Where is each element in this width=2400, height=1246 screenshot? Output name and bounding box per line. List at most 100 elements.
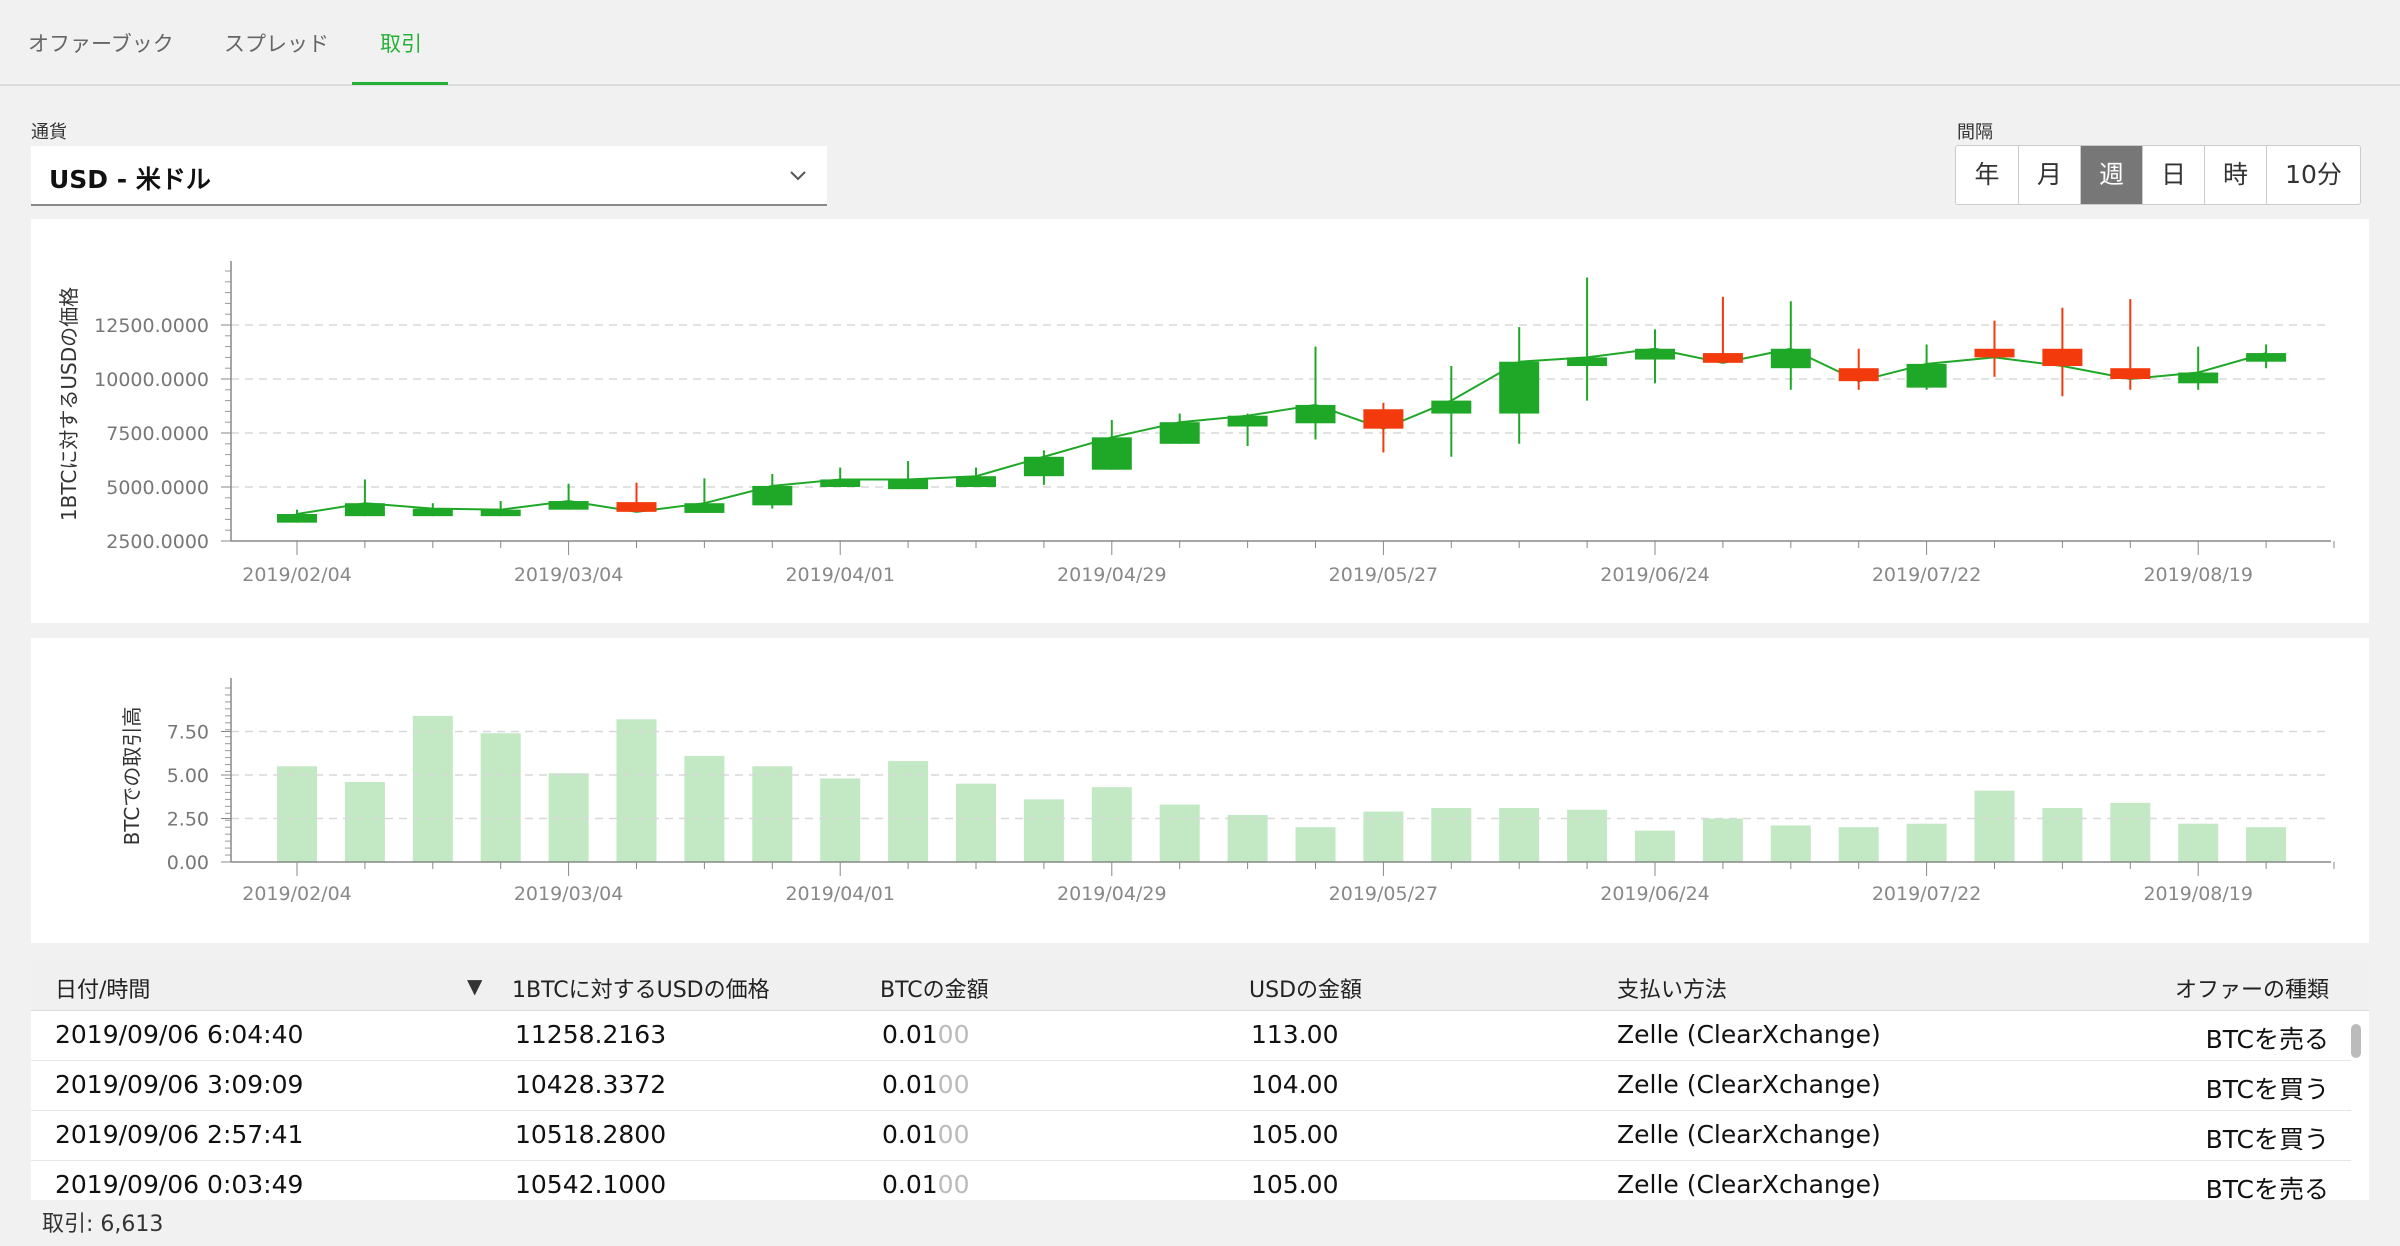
candle-body bbox=[752, 485, 793, 506]
volume-bar bbox=[2110, 802, 2151, 862]
volume-bar bbox=[1431, 808, 1472, 862]
table-row[interactable]: 2019/09/06 2:57:41 10518.2800 0.0100 105.00… bbox=[31, 1110, 2351, 1161]
volume-bar bbox=[2246, 827, 2287, 862]
interval-year-button[interactable]: 年 bbox=[1974, 160, 2000, 189]
y-axis-title: 1BTCに対するUSDの価格 bbox=[57, 287, 81, 521]
volume-bar bbox=[1702, 818, 1743, 862]
col-date[interactable]: 日付/時間 bbox=[55, 978, 151, 1003]
tab-offer-book[interactable]: オファーブック bbox=[28, 32, 174, 56]
cell-btc-value: 0.01 bbox=[882, 1020, 938, 1049]
volume-bar bbox=[1906, 823, 1947, 862]
interval-month-button[interactable]: 月 bbox=[2018, 146, 2080, 204]
interval-day-button[interactable]: 日 bbox=[2142, 146, 2204, 204]
volume-bar bbox=[2042, 808, 2083, 862]
x-tick-label: 2019/02/04 bbox=[242, 564, 352, 586]
cell-offer-type: BTCを売る bbox=[2205, 1025, 2329, 1054]
volume-bar bbox=[616, 719, 657, 862]
x-tick-label: 2019/07/22 bbox=[1872, 564, 1982, 586]
currency-select[interactable]: USD - 米ドル bbox=[31, 146, 827, 206]
cell-date: 2019/09/06 3:09:09 bbox=[55, 1070, 304, 1099]
candle-body bbox=[2246, 353, 2287, 362]
price-candlestick-chart: 1BTCに対するUSDの価格 2500.0000 5000.0000 7500.000… bbox=[57, 261, 2335, 586]
close-price-line bbox=[296, 347, 2267, 515]
tab-bar: オファーブック スプレッド 取引 bbox=[0, 0, 2400, 86]
table-row[interactable]: 2019/09/06 6:04:40 11258.2163 0.0100 113.00… bbox=[31, 1010, 2351, 1061]
candle-body bbox=[1838, 368, 1879, 382]
col-payment-method[interactable]: 支払い方法 bbox=[1617, 978, 1728, 1003]
volume-bar bbox=[1974, 790, 2015, 862]
volume-bar bbox=[548, 773, 589, 862]
candle-body bbox=[2178, 372, 2219, 384]
cell-offer-type: BTCを売る bbox=[2205, 1175, 2329, 1200]
volume-bar bbox=[2178, 823, 2219, 862]
volume-bar bbox=[684, 755, 725, 862]
candle-body bbox=[1635, 348, 1675, 360]
interval-week-button[interactable]: 週 bbox=[2080, 146, 2142, 204]
table-scrollbar[interactable] bbox=[2351, 1024, 2361, 1058]
candle-body bbox=[1023, 456, 1064, 477]
col-price[interactable]: 1BTCに対するUSDの価格 bbox=[512, 978, 770, 1003]
y-tick-label: 7.50 bbox=[167, 722, 209, 744]
tab-spread[interactable]: スプレッド bbox=[224, 32, 329, 56]
cell-btc-trailing-zeros: 00 bbox=[937, 1170, 970, 1199]
x-tick-label: 2019/05/27 bbox=[1329, 883, 1439, 905]
cell-btc-value: 0.01 bbox=[882, 1120, 938, 1149]
price-chart-panel: 1BTCに対するUSDの価格 2500.0000 5000.0000 7500.000… bbox=[31, 219, 2369, 623]
trade-count: 取引: 6,613 bbox=[42, 1212, 164, 1237]
volume-bar bbox=[1499, 808, 1540, 862]
cell-price: 11258.2163 bbox=[515, 1020, 667, 1049]
currency-label: 通貨 bbox=[31, 122, 67, 143]
interval-10min-button[interactable]: 10分 bbox=[2266, 146, 2360, 204]
x-tick-label: 2019/08/19 bbox=[2143, 883, 2253, 905]
sort-desc-icon[interactable]: ▼ bbox=[467, 974, 483, 998]
x-tick-label: 2019/04/29 bbox=[1057, 564, 1167, 586]
cell-date: 2019/09/06 0:03:49 bbox=[55, 1170, 304, 1199]
y-tick-label: 10000.0000 bbox=[94, 369, 209, 391]
cell-price: 10428.3372 bbox=[515, 1070, 667, 1099]
col-btc-amount[interactable]: BTCの金額 bbox=[880, 978, 989, 1003]
candle-body bbox=[2110, 368, 2151, 379]
tab-trades[interactable]: 取引 bbox=[380, 32, 422, 56]
cell-btc-trailing-zeros: 00 bbox=[937, 1120, 970, 1149]
x-tick-label: 2019/04/01 bbox=[785, 883, 895, 905]
candle-body bbox=[548, 501, 589, 510]
volume-bar bbox=[1023, 799, 1064, 862]
x-tick-label: 2019/03/04 bbox=[514, 883, 624, 905]
cell-offer-type: BTCを買う bbox=[2205, 1075, 2329, 1104]
col-usd-amount[interactable]: USDの金額 bbox=[1249, 978, 1363, 1003]
x-tick-label: 2019/04/29 bbox=[1057, 883, 1167, 905]
table-row[interactable]: 2019/09/06 3:09:09 10428.3372 0.0100 104.00… bbox=[31, 1060, 2351, 1111]
candle-body bbox=[1906, 363, 1947, 388]
col-offer-type[interactable]: オファーの種類 bbox=[2174, 978, 2329, 1003]
cell-btc-value: 0.01 bbox=[882, 1170, 938, 1199]
candle-body bbox=[1431, 400, 1472, 414]
x-tick-label: 2019/06/24 bbox=[1600, 564, 1710, 586]
x-tick-label: 2019/07/22 bbox=[1872, 883, 1982, 905]
table-row[interactable]: 2019/09/06 0:03:49 10542.1000 0.0100 105.00… bbox=[31, 1160, 2351, 1200]
cell-payment-method: Zelle (ClearXchange) bbox=[1617, 1070, 1881, 1099]
candle-body bbox=[1091, 437, 1132, 470]
volume-bar bbox=[1363, 811, 1404, 862]
candle-body bbox=[1567, 357, 1608, 367]
candle-body bbox=[344, 503, 385, 517]
x-tick-label: 2019/05/27 bbox=[1329, 564, 1439, 586]
cell-btc-value: 0.01 bbox=[882, 1070, 938, 1099]
volume-bar bbox=[1295, 827, 1336, 862]
candle-body bbox=[412, 508, 453, 517]
volume-bar bbox=[752, 766, 793, 862]
cell-price: 10518.2800 bbox=[515, 1120, 667, 1149]
volume-bar bbox=[1635, 830, 1675, 862]
volume-chart-panel: BTCでの取引高 0.00 2.50 5.00 7.50 2019/02/04 2019/0… bbox=[31, 638, 2369, 943]
cell-usd-amount: 105.00 bbox=[1251, 1170, 1339, 1199]
y-tick-label: 7500.0000 bbox=[106, 423, 209, 445]
candle-body bbox=[616, 502, 657, 512]
interval-hour-button[interactable]: 時 bbox=[2204, 146, 2266, 204]
interval-toggle-group: 年 月 週 日 時 10分 bbox=[1955, 145, 2361, 205]
x-tick-label: 2019/04/01 bbox=[785, 564, 895, 586]
cell-offer-type: BTCを買う bbox=[2205, 1125, 2329, 1154]
candle-body bbox=[480, 509, 521, 517]
trades-table: 日付/時間 ▼ 1BTCに対するUSDの価格 BTCの金額 USDの金額 支払い… bbox=[31, 958, 2369, 1200]
interval-label: 間隔 bbox=[1957, 122, 1993, 143]
y-tick-label: 2.50 bbox=[167, 809, 209, 831]
x-tick-label: 2019/06/24 bbox=[1600, 883, 1710, 905]
